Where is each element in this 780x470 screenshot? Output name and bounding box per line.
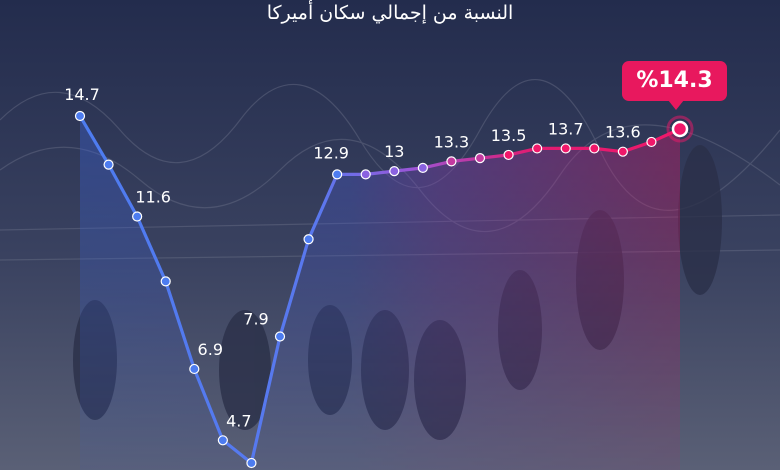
- data-point: [474, 153, 486, 164]
- data-point: [617, 146, 628, 157]
- data-point: [103, 159, 114, 170]
- data-label: 13: [384, 142, 404, 161]
- chart-title: النسبة من إجمالي سكان أميركا: [266, 2, 514, 24]
- data-label: 13.6: [605, 123, 641, 142]
- data-point: [589, 143, 600, 154]
- highlight-callout: %14.3: [622, 61, 727, 110]
- data-label: 6.9: [198, 340, 223, 359]
- data-point: [417, 162, 428, 173]
- data-point: [246, 457, 257, 469]
- data-label: 4.7: [226, 411, 251, 430]
- highlight-point: [671, 120, 689, 138]
- data-label: 7.9: [243, 310, 268, 329]
- data-point: [332, 169, 343, 180]
- data-label: 11.6: [135, 188, 171, 207]
- data-point: [132, 211, 143, 222]
- data-point: [303, 234, 314, 245]
- area-fill: [80, 116, 680, 470]
- series-line: [78, 114, 682, 465]
- data-label: 14.7: [64, 85, 100, 104]
- data-point: [189, 363, 200, 375]
- data-label: 12.9: [313, 143, 349, 162]
- data-point: [560, 143, 571, 154]
- data-point: [274, 331, 286, 342]
- data-label: 13.3: [434, 132, 470, 151]
- data-point: [446, 156, 457, 167]
- data-point: [160, 276, 171, 287]
- data-point: [646, 136, 657, 148]
- data-point: [74, 110, 86, 122]
- data-label: 13.7: [548, 119, 584, 138]
- highlight-point-ring: [666, 115, 694, 143]
- data-label: 13.5: [491, 126, 527, 145]
- data-point: [389, 166, 400, 177]
- data-point: [217, 435, 228, 446]
- data-point: [503, 149, 514, 161]
- data-point: [532, 143, 543, 154]
- data-point: [360, 169, 371, 180]
